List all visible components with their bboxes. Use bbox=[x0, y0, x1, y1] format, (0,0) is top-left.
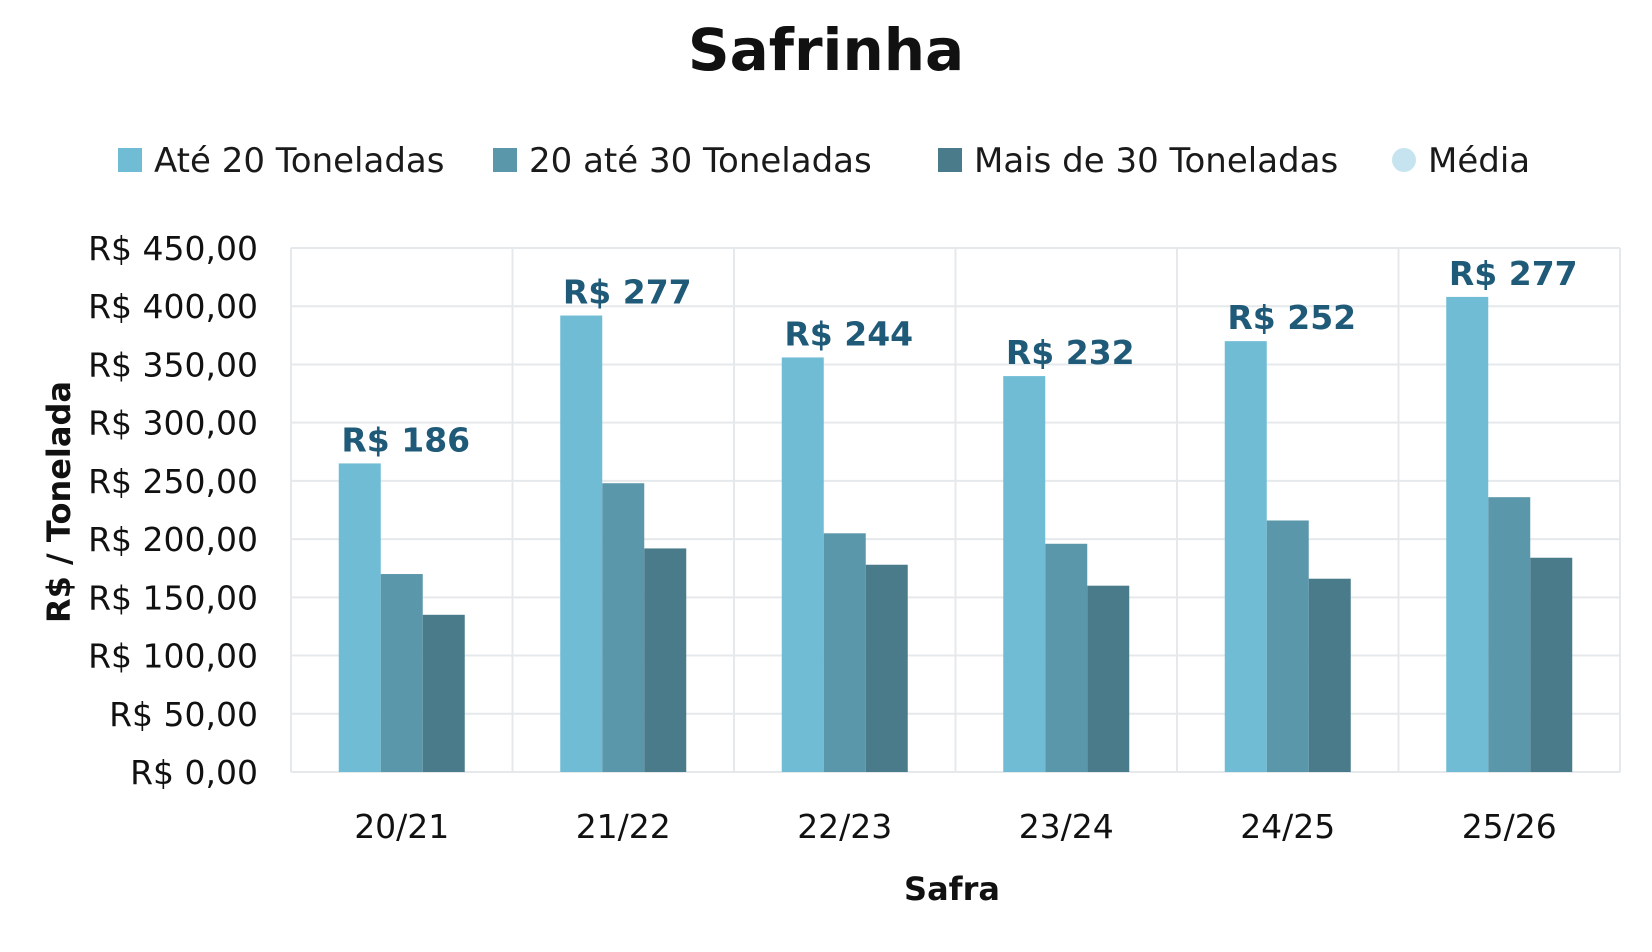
bar bbox=[644, 548, 687, 772]
y-tick-label: R$ 0,00 bbox=[130, 753, 258, 792]
chart-title: Safrinha bbox=[688, 16, 964, 84]
bar bbox=[1003, 376, 1046, 772]
bar bbox=[823, 533, 866, 772]
y-tick-label: R$ 200,00 bbox=[88, 520, 258, 559]
data-label-average: R$ 186 bbox=[341, 420, 470, 459]
legend-label: 20 até 30 Toneladas bbox=[529, 141, 872, 181]
data-label-average: R$ 277 bbox=[563, 273, 692, 312]
data-labels: R$ 186 R$ 277 R$ 244 R$ 232 R$ 252 R$ 277 bbox=[341, 254, 1577, 460]
legend-swatch bbox=[1392, 148, 1416, 172]
y-axis-ticks: R$ 0,00 R$ 50,00 R$ 100,00 R$ 150,00 R$ 200,… bbox=[88, 229, 258, 792]
bar bbox=[1045, 543, 1088, 772]
bar bbox=[1224, 341, 1267, 772]
bar bbox=[380, 574, 423, 772]
x-axis-label: Safra bbox=[904, 870, 1000, 908]
legend-swatch bbox=[118, 148, 142, 172]
data-label-average: R$ 252 bbox=[1227, 298, 1356, 337]
bar bbox=[1308, 578, 1351, 772]
bar bbox=[422, 614, 465, 772]
y-tick-label: R$ 150,00 bbox=[88, 578, 258, 617]
legend-swatch bbox=[493, 148, 517, 172]
legend-swatch bbox=[938, 148, 962, 172]
x-tick-label: 20/21 bbox=[354, 807, 449, 846]
bar bbox=[1446, 296, 1489, 772]
x-tick-label: 23/24 bbox=[1019, 807, 1114, 846]
x-tick-label: 22/23 bbox=[797, 807, 892, 846]
bar bbox=[1530, 557, 1573, 772]
bar bbox=[602, 483, 645, 772]
x-tick-label: 25/26 bbox=[1462, 807, 1557, 846]
bar bbox=[1266, 520, 1309, 772]
x-tick-label: 21/22 bbox=[576, 807, 671, 846]
legend-label: Até 20 Toneladas bbox=[154, 141, 444, 181]
bar bbox=[338, 463, 381, 772]
x-tick-label: 24/25 bbox=[1240, 807, 1335, 846]
legend-label: Mais de 30 Toneladas bbox=[974, 141, 1338, 181]
y-tick-label: R$ 450,00 bbox=[88, 229, 258, 268]
gridlines bbox=[290, 247, 1621, 773]
y-tick-label: R$ 250,00 bbox=[88, 462, 258, 501]
bars bbox=[338, 296, 1573, 772]
legend-label: Média bbox=[1428, 141, 1530, 181]
y-axis-label: R$ / Tonelada bbox=[40, 381, 78, 623]
y-tick-label: R$ 400,00 bbox=[88, 287, 258, 326]
data-label-average: R$ 277 bbox=[1449, 254, 1578, 293]
legend: Até 20 Toneladas 20 até 30 Toneladas Mais … bbox=[118, 141, 1530, 181]
bar bbox=[865, 564, 908, 772]
data-label-average: R$ 244 bbox=[784, 314, 913, 353]
x-axis-ticks: 20/21 21/22 22/23 23/24 24/25 25/26 bbox=[354, 807, 1557, 846]
data-label-average: R$ 232 bbox=[1006, 333, 1135, 372]
bar bbox=[560, 315, 603, 772]
bar bbox=[1488, 497, 1531, 772]
y-tick-label: R$ 100,00 bbox=[88, 637, 258, 676]
y-tick-label: R$ 50,00 bbox=[109, 695, 258, 734]
bar bbox=[1087, 585, 1130, 772]
y-tick-label: R$ 350,00 bbox=[88, 345, 258, 384]
y-tick-label: R$ 300,00 bbox=[88, 404, 258, 443]
bar bbox=[781, 357, 824, 772]
